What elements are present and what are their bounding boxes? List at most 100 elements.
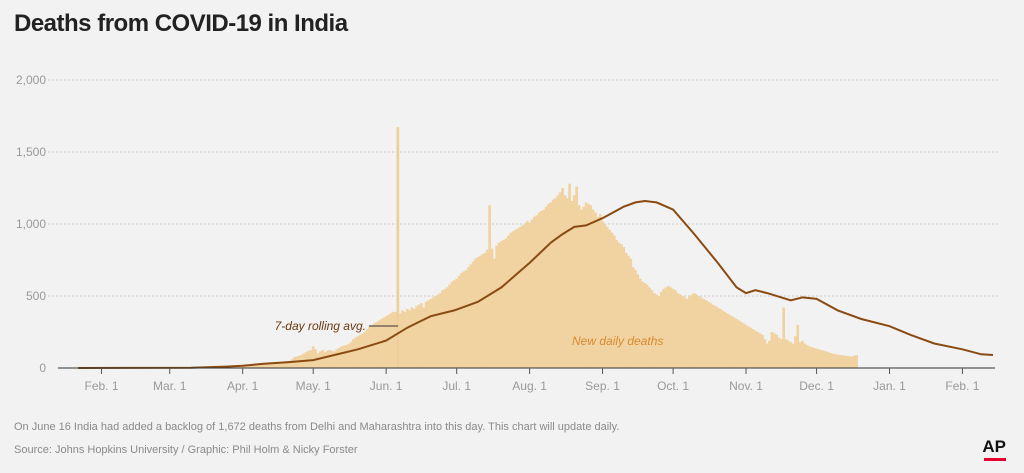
daily-death-bar — [648, 287, 651, 368]
daily-death-bar — [325, 350, 329, 368]
x-tick-label: Oct. 1 — [657, 379, 689, 393]
daily-death-bar — [730, 316, 734, 368]
daily-death-bar — [471, 261, 475, 368]
x-tick-label: Aug. 1 — [512, 379, 547, 393]
daily-death-bar — [829, 352, 833, 368]
daily-death-bar — [281, 361, 284, 368]
daily-death-bar — [236, 366, 240, 368]
daily-death-bar — [248, 365, 252, 368]
daily-death-bar — [852, 355, 856, 368]
daily-death-bar — [662, 288, 666, 368]
daily-death-bar — [589, 205, 593, 368]
daily-death-bar — [763, 339, 767, 368]
daily-death-bar — [382, 317, 386, 368]
daily-death-bar — [784, 339, 788, 368]
daily-death-bar — [443, 288, 447, 368]
daily-death-bar — [420, 303, 423, 368]
daily-death-bar — [819, 350, 823, 368]
daily-death-bar — [742, 323, 746, 368]
daily-death-bar — [389, 313, 393, 368]
daily-death-bar — [554, 198, 557, 368]
daily-death-bar — [794, 336, 797, 368]
daily-death-bar — [624, 252, 628, 368]
daily-death-bar — [514, 229, 517, 368]
daily-death-bar — [787, 340, 790, 368]
footnote: On June 16 India had added a backlog of … — [14, 421, 620, 433]
daily-death-bar — [434, 296, 437, 368]
daily-death-bar — [702, 298, 706, 368]
daily-death-bar — [495, 245, 499, 368]
daily-death-bar — [803, 343, 807, 368]
daily-death-bar — [572, 195, 576, 368]
daily-death-bar — [596, 216, 600, 368]
daily-death-bar — [363, 332, 367, 368]
daily-death-bar — [307, 350, 310, 368]
daily-death-bar — [528, 222, 531, 368]
daily-death-bar — [772, 333, 776, 368]
daily-death-bar — [681, 296, 684, 368]
daily-death-bar — [502, 239, 506, 368]
y-tick-label: 1,500 — [16, 145, 46, 159]
daily-death-bar — [483, 252, 487, 368]
x-tick-label: Jun. 1 — [370, 379, 403, 393]
daily-death-bar — [770, 332, 774, 368]
daily-death-bar — [791, 343, 795, 368]
daily-death-bar — [582, 206, 586, 368]
daily-death-bar — [565, 198, 569, 368]
x-tick-label: Feb. 1 — [945, 379, 979, 393]
daily-death-bar — [429, 298, 433, 368]
daily-death-bar — [413, 308, 416, 368]
daily-death-bar — [354, 337, 357, 368]
daily-death-bar — [841, 355, 844, 368]
daily-death-bar — [464, 270, 468, 368]
daily-death-bar — [269, 362, 273, 368]
daily-death-bar — [246, 366, 249, 368]
daily-death-bar — [831, 353, 835, 368]
daily-death-bar — [507, 235, 510, 368]
daily-death-bar — [709, 303, 713, 368]
daily-death-bar — [838, 355, 842, 368]
daily-death-bar — [285, 361, 289, 368]
daily-death-bar — [478, 255, 482, 368]
daily-death-bar — [603, 224, 607, 368]
daily-death-bar — [728, 314, 731, 368]
daily-death-bar — [612, 235, 616, 368]
daily-death-bar — [568, 183, 571, 368]
daily-death-bar — [652, 293, 656, 368]
daily-death-bar — [283, 361, 287, 368]
daily-death-bar — [834, 354, 837, 368]
daily-death-bar — [685, 298, 689, 368]
annotation-daily-deaths: New daily deaths — [572, 334, 663, 348]
daily-death-bar — [669, 287, 673, 368]
daily-death-bar — [699, 297, 703, 368]
daily-death-bar — [500, 241, 503, 368]
daily-death-bar — [476, 257, 480, 368]
daily-death-bar — [751, 329, 755, 368]
daily-death-bar — [558, 192, 562, 368]
daily-death-bar — [518, 226, 522, 368]
daily-death-bar — [827, 352, 830, 368]
daily-death-bar — [257, 363, 261, 368]
daily-death-bar — [815, 348, 818, 368]
daily-death-bar — [638, 278, 642, 368]
daily-death-bar — [497, 242, 501, 368]
rolling-average-line — [77, 199, 994, 369]
daily-death-bar — [657, 296, 661, 368]
daily-death-bar — [323, 352, 327, 368]
daily-death-bar — [721, 310, 724, 368]
daily-death-bar — [777, 337, 781, 368]
daily-death-bar — [843, 355, 847, 368]
daily-death-bar — [450, 281, 454, 368]
daily-death-bar — [732, 317, 736, 368]
daily-death-bar — [655, 294, 658, 368]
daily-death-bar — [739, 321, 743, 368]
daily-death-bar — [391, 311, 395, 368]
daily-death-bar — [697, 296, 701, 368]
daily-death-bar — [422, 307, 426, 368]
daily-death-bar — [492, 258, 496, 368]
daily-death-bar — [417, 304, 421, 368]
y-tick-label: 1,000 — [16, 217, 46, 231]
daily-death-bar — [563, 195, 567, 368]
daily-death-bar — [824, 351, 828, 368]
daily-death-bar — [427, 300, 430, 368]
